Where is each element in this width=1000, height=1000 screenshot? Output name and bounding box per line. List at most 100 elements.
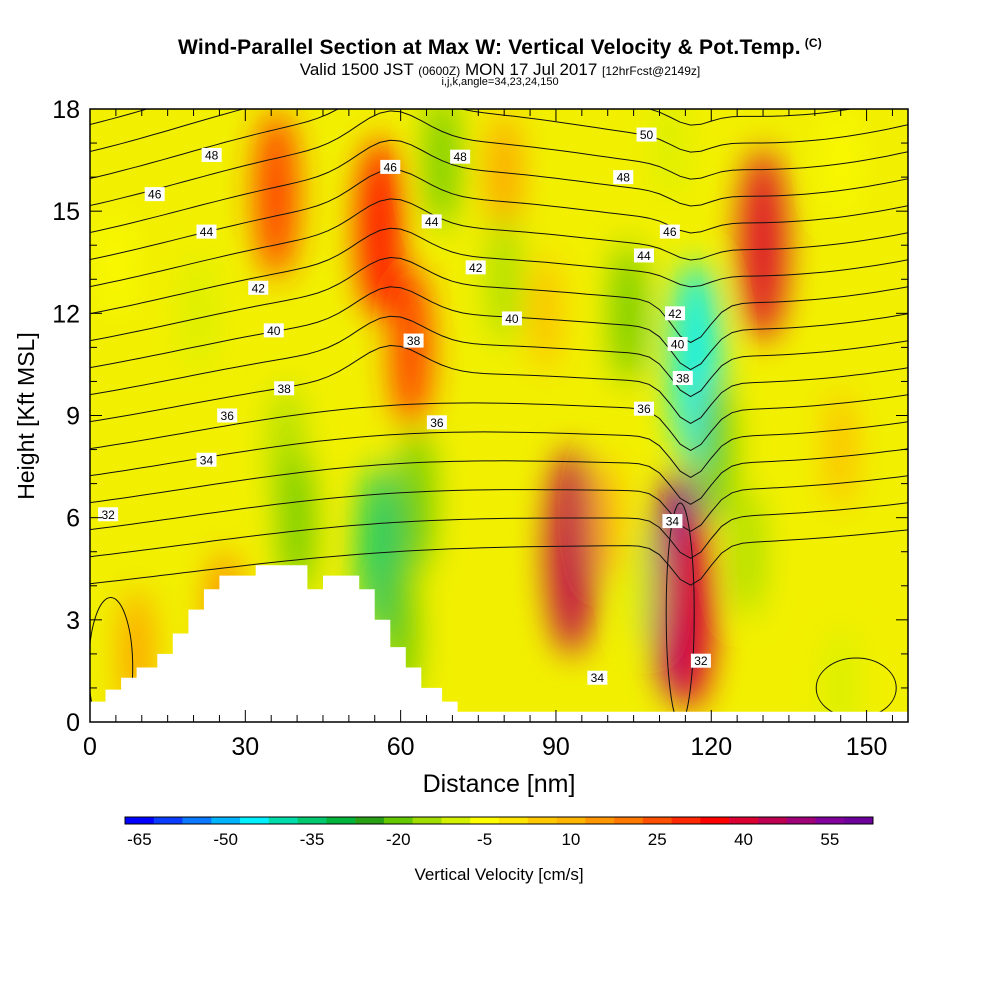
contour-label: 32	[98, 507, 119, 522]
contour-label-box	[465, 260, 486, 275]
contour-label: 36	[217, 408, 238, 423]
contour-label-text: 36	[430, 416, 444, 430]
contour-label-text: 48	[205, 148, 219, 162]
colorbar-tick-label: -65	[127, 830, 152, 849]
colorbar-swatch	[182, 817, 212, 824]
contour-label: 46	[659, 224, 680, 239]
contour-label-text: 42	[469, 261, 483, 275]
contour-label: 46	[380, 159, 401, 174]
x-axis-ticks: 0 30 60 90 120 150	[83, 733, 887, 761]
contour-label-text: 50	[640, 128, 654, 142]
theta-contour-line	[90, 344, 908, 424]
colorbar-swatch	[729, 817, 759, 824]
copyright-mark: (C)	[804, 36, 822, 50]
contour-label: 48	[201, 147, 222, 162]
colorbar-tick-label: 40	[734, 830, 753, 849]
contour-label: 38	[672, 371, 693, 386]
contour-label-box	[421, 214, 442, 229]
contour-label-text: 42	[252, 281, 266, 295]
velocity-cell	[699, 378, 734, 521]
contour-label-box	[501, 311, 522, 326]
theta-contour-labels: 48 46 44 42 40 38 36 34 32 46 48 44 42 40 38 36 50 48 46 44…	[98, 127, 711, 685]
theta-contour-line	[90, 597, 134, 722]
contour-label-box	[613, 170, 634, 185]
colorbar-tick-labels: -65 -50 -35 -20 -5 10 25 40 55	[127, 830, 839, 849]
contour-label-box	[196, 224, 217, 239]
contour-label-text: 32	[694, 654, 708, 668]
contour-label: 42	[465, 260, 486, 275]
contour-label-box	[196, 452, 217, 467]
velocity-cell	[398, 427, 434, 575]
x-tick-label: 60	[387, 733, 415, 761]
contour-label-text: 44	[637, 249, 651, 263]
contour-label: 36	[633, 401, 654, 416]
colorbar-frame	[124, 816, 874, 825]
y-tick-label: 18	[52, 96, 80, 124]
y-tick-label: 12	[52, 300, 80, 328]
contour-label-box	[667, 336, 688, 351]
theta-contour-line	[90, 286, 908, 371]
contour-label: 40	[501, 311, 522, 326]
colorbar-swatch	[268, 817, 298, 824]
velocity-cell	[631, 530, 657, 642]
theta-contour-line	[90, 315, 908, 398]
contour-label: 44	[421, 214, 442, 229]
contour-label-text: 36	[221, 409, 235, 423]
velocity-cell	[826, 627, 855, 722]
velocity-cell	[545, 448, 598, 656]
theta-contour-line	[90, 256, 908, 344]
contour-label-box	[672, 371, 693, 386]
contour-label: 44	[633, 248, 654, 263]
colorbar-tick-label: 25	[648, 830, 667, 849]
contour-label-box	[217, 408, 238, 423]
x-tick-label: 90	[542, 733, 570, 761]
colorbar-swatch	[153, 817, 183, 824]
theta-contour-line	[90, 421, 908, 478]
theta-contour-line	[90, 139, 908, 233]
contour-label-text: 36	[637, 402, 651, 416]
contour-label-box	[263, 323, 284, 338]
contour-label-box	[659, 224, 680, 239]
contour-label-box	[690, 653, 711, 668]
colorbar-label: Vertical Velocity [cm/s]	[414, 865, 583, 884]
velocity-cell	[255, 110, 297, 279]
contour-label: 40	[263, 323, 284, 338]
colorbar-swatch	[642, 817, 672, 824]
colorbar-tick-label: 10	[561, 830, 580, 849]
contour-label-text: 40	[267, 324, 281, 338]
colorbar-swatch	[412, 817, 442, 824]
valid-date: MON 17 Jul 2017	[464, 60, 598, 79]
contour-label-text: 42	[668, 307, 682, 321]
contour-label-text: 34	[200, 453, 214, 467]
contour-label: 46	[144, 187, 165, 202]
theta-contours	[90, 109, 908, 722]
colorbar-swatch	[844, 817, 874, 824]
contour-label-box	[201, 147, 222, 162]
y-tick-label: 3	[66, 607, 80, 635]
axis-ticks	[89, 108, 908, 723]
contour-label: 44	[196, 224, 217, 239]
contour-label-box	[248, 280, 269, 295]
chart-subtitle: Valid 1500 JST (0600Z) MON 17 Jul 2017 […	[0, 60, 1000, 80]
contour-label-box	[450, 149, 471, 164]
terrain	[90, 565, 908, 722]
y-axis-label: Height [Kft MSL]	[13, 332, 39, 499]
colorbar-swatch	[585, 817, 615, 824]
theta-contour-line	[90, 529, 908, 586]
velocity-cell	[185, 255, 213, 372]
colorbar-swatch	[786, 817, 816, 824]
colorbar	[124, 816, 874, 825]
contour-label-text: 38	[676, 372, 690, 386]
valid-time: Valid 1500 JST	[299, 60, 414, 79]
valid-utc: (0600Z)	[418, 64, 461, 78]
x-axis-label: Distance [nm]	[423, 770, 576, 798]
colorbar-swatch	[441, 817, 471, 824]
contour-label-box	[403, 333, 424, 348]
chart-title: Wind-Parallel Section at Max W: Vertical…	[0, 36, 1000, 60]
contour-label: 50	[636, 127, 657, 142]
theta-contour-line	[90, 448, 908, 505]
theta-contour-line	[90, 109, 855, 152]
velocity-cell	[657, 109, 683, 199]
contour-label-text: 40	[671, 337, 685, 351]
colorbar-tick-label: -20	[386, 830, 411, 849]
